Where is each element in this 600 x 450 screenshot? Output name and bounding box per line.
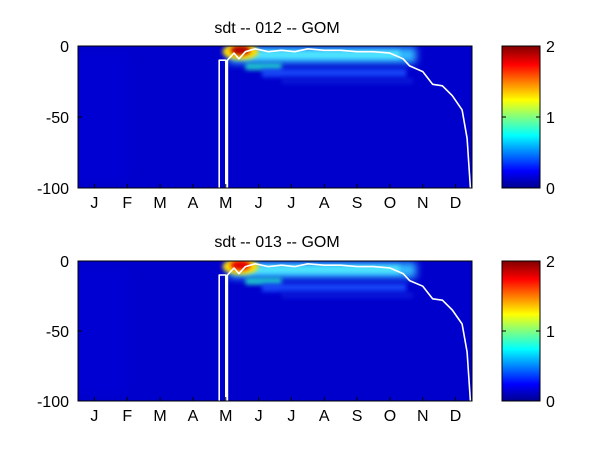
chart-1-ytick-1: 0: [60, 39, 69, 56]
chart-1-field-surface-core: [242, 50, 400, 59]
chart-2-ytick-1: 0: [60, 254, 69, 271]
chart-1-title: sdt -- 012 -- GOM: [214, 20, 339, 37]
chart-2-xtick-4: A: [188, 408, 199, 425]
chart-1-xtick-8: A: [319, 195, 330, 212]
chart-2-ytick-3: -100: [37, 394, 69, 411]
chart-1-xtick-1: J: [90, 195, 98, 212]
chart-1-xtick-5: M: [219, 195, 232, 212]
chart-1-x-ticks: J F M A M J J A S O N D: [90, 195, 461, 212]
chart-panel-1: sdt -- 012 -- GOM J F M A M J J A S O N …: [37, 20, 555, 212]
chart-2-ytick-2: -50: [46, 324, 69, 341]
chart-2-xtick-2: F: [122, 408, 132, 425]
chart-2-field-streak-3: [281, 291, 413, 299]
chart-2-x-ticks: J F M A M J J A S O N D: [90, 408, 461, 425]
chart-1-y-ticks: 0 -50 -100: [37, 39, 69, 198]
chart-2-xtick-6: J: [255, 408, 263, 425]
chart-1-colorbar-tick-3: 2: [546, 39, 555, 56]
chart-1-xtick-6: J: [255, 195, 263, 212]
chart-2-xtick-8: A: [319, 408, 330, 425]
chart-1-xtick-9: S: [352, 195, 363, 212]
chart-2-colorbar-gradient: [501, 260, 541, 402]
chart-2-hotspot: [230, 261, 251, 271]
chart-2-colorbar-tick-1: 0: [546, 394, 555, 411]
chart-2-xtick-1: J: [90, 408, 98, 425]
chart-2-xtick-9: S: [352, 408, 363, 425]
chart-2-colorbar-tick-2: 1: [546, 324, 555, 341]
chart-2-colorbar-tick-3: 2: [546, 254, 555, 271]
chart-panel-2: sdt -- 013 -- GOM J F M A M J J A S O N …: [37, 234, 555, 425]
chart-1-hotspot: [230, 46, 251, 56]
chart-1-xtick-7: J: [287, 195, 295, 212]
chart-2-plot-area: [77, 260, 473, 402]
chart-2-field-surface-core: [242, 265, 400, 274]
chart-1-colorbar-tick-1: 0: [546, 181, 555, 198]
chart-2-title: sdt -- 013 -- GOM: [214, 234, 339, 251]
chart-2-field-winter: [78, 268, 128, 394]
chart-1-field-streak-2: [261, 68, 407, 78]
chart-2-xtick-11: N: [417, 408, 429, 425]
chart-1-xtick-2: F: [122, 195, 132, 212]
chart-1-field-streak-3: [281, 77, 413, 85]
chart-1-colorbar: 0 1 2: [501, 39, 555, 198]
chart-1-field-winter: [78, 53, 128, 181]
chart-1-field-streak-1: [245, 63, 282, 71]
chart-1-ytick-2: -50: [46, 110, 69, 127]
chart-2-field-streak-1: [245, 277, 282, 285]
chart-1-xtick-3: M: [153, 195, 166, 212]
chart-1-xtick-12: D: [450, 195, 462, 212]
chart-1-ytick-3: -100: [37, 181, 69, 198]
chart-2-xtick-12: D: [450, 408, 462, 425]
chart-2-xtick-10: O: [384, 408, 396, 425]
chart-1-colorbar-tick-2: 1: [546, 110, 555, 127]
chart-1-xtick-4: A: [188, 195, 199, 212]
chart-2-xtick-7: J: [287, 408, 295, 425]
chart-2-xtick-5: M: [219, 408, 232, 425]
chart-1-plot-area: [77, 45, 473, 189]
chart-2-xtick-3: M: [153, 408, 166, 425]
chart-1-contour-line: [218, 48, 472, 188]
chart-2-field-streak-2: [261, 283, 407, 292]
chart-1-xtick-10: O: [384, 195, 396, 212]
chart-2-colorbar: 0 1 2: [501, 254, 555, 411]
chart-2-contour-line: [218, 263, 472, 401]
chart-1-xtick-11: N: [417, 195, 429, 212]
chart-1-colorbar-gradient: [501, 45, 541, 189]
chart-2-y-ticks: 0 -50 -100: [37, 254, 69, 411]
